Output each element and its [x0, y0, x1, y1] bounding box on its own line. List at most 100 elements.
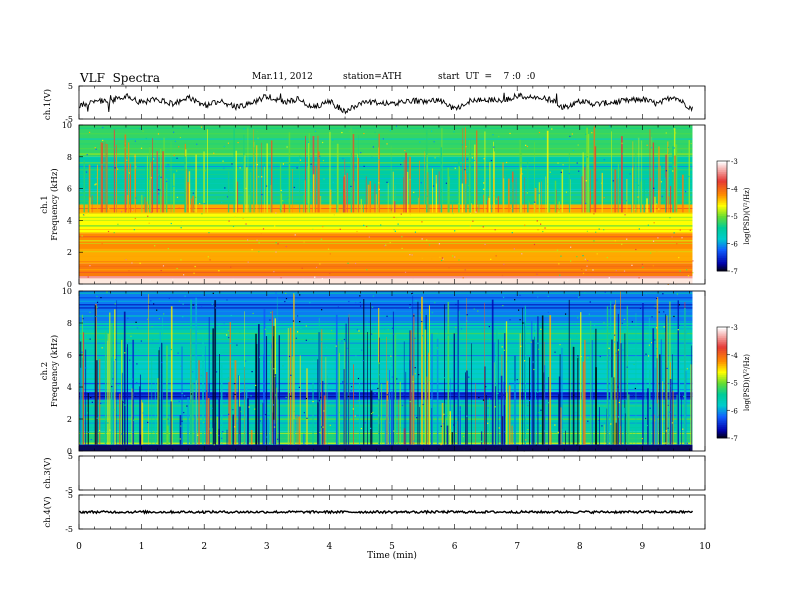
ch4-y-axis-label: ch.4(V): [42, 496, 53, 527]
ch1-speckle: [684, 191, 687, 193]
ch1-speckle: [382, 138, 384, 140]
ch1-colorbar-step: [717, 192, 727, 195]
ch2-colorbar-step: [717, 430, 727, 433]
ch2-speckle: [655, 297, 658, 300]
ch2-speckle: [375, 349, 377, 351]
ch2-speckle: [481, 330, 484, 332]
ch2-speckle: [547, 402, 549, 404]
ch2-speckle: [127, 317, 129, 319]
ch2-colorbar-step: [717, 347, 727, 350]
ch2-speckle: [577, 317, 579, 319]
ch2-speckle: [371, 333, 373, 335]
ch2-speckle: [624, 329, 626, 331]
ch2-colorbar-step: [717, 419, 727, 422]
ch2-speckle: [264, 328, 267, 330]
ch2-speckle: [197, 330, 199, 333]
ch2-speckle: [81, 351, 83, 353]
ch1-speckle: [342, 157, 344, 160]
ch2-speckle: [666, 367, 668, 370]
ch2-speckle: [578, 296, 580, 298]
ch2-speckle: [305, 325, 307, 327]
ch1-speckle: [495, 255, 497, 257]
ch1-speckle: [265, 185, 268, 187]
ch1-speckle: [660, 181, 663, 183]
ch1-speckle: [178, 207, 180, 209]
ch1-speckle: [386, 181, 388, 183]
ch2-colorbar-step: [717, 332, 727, 335]
ch1-speckle: [409, 178, 411, 181]
ch1-speckle: [135, 166, 137, 168]
ch2-speckle: [248, 406, 250, 408]
ch2-speckle: [359, 305, 362, 307]
ch1-speckle: [585, 180, 587, 182]
ch1-speckle: [273, 271, 275, 273]
ch1-speckle: [87, 276, 89, 278]
ch2-speckle: [501, 346, 503, 348]
ch1-waveform-line: [78, 92, 693, 115]
ch1-speckle: [537, 229, 539, 231]
ch1-speckle: [193, 272, 195, 274]
ch2-speckle: [270, 312, 272, 314]
ch1-speckle: [281, 210, 283, 212]
ch1-speckle: [521, 164, 524, 166]
ch1-speckle: [608, 277, 610, 279]
ch1-speckle: [114, 167, 116, 169]
ch2-speckle: [519, 319, 521, 321]
ch2-speckle: [226, 389, 228, 391]
ch1-speckle: [295, 206, 297, 208]
ch1-speckle: [275, 212, 277, 214]
ch1-speckle: [538, 192, 540, 194]
ch2-speckle: [577, 356, 579, 358]
ch2-colorbar-step: [717, 351, 727, 354]
ch1-speckle: [314, 130, 317, 132]
ch2-speckle: [560, 323, 562, 325]
ch1-speckle: [472, 220, 474, 222]
ch2-speckle: [154, 427, 156, 429]
ch2-colorbar-step: [717, 334, 727, 337]
ch1-speckle: [667, 146, 670, 148]
ch2-speckle: [203, 421, 205, 423]
ch1-speckle: [603, 197, 605, 199]
ch2-speckle: [430, 398, 432, 401]
ch1-speckle: [475, 211, 477, 213]
ch1-speckle: [570, 260, 572, 262]
ch2-speckle: [218, 434, 220, 437]
ch1-speckle: [128, 270, 130, 272]
ch1-speckle: [401, 236, 403, 238]
ch2-speckle: [388, 386, 391, 388]
ch1-speckle: [672, 170, 674, 172]
ch1-spectrogram: [79, 125, 694, 285]
ch1-speckle: [149, 145, 151, 147]
ch2-speckle: [288, 391, 291, 393]
ch2-speckle: [459, 409, 461, 411]
ch1-speckle: [400, 213, 402, 215]
ch1-speckle: [207, 256, 209, 258]
ch2-speckle: [338, 411, 340, 414]
ch2-colorbar-step: [717, 410, 727, 413]
ch1-speckle: [421, 221, 423, 223]
ch2-speckle: [90, 438, 92, 441]
ch1-speckle: [368, 236, 370, 238]
ch1-speckle: [679, 270, 681, 272]
ch2-speckle: [251, 371, 253, 373]
ch2-speckle: [200, 374, 202, 377]
ch1-band: [79, 214, 693, 234]
x-tick-label: 0: [76, 542, 82, 552]
ch2-speckle: [270, 361, 273, 363]
ch2-colorbar-label: log(PSD)(V²/Hz): [743, 354, 751, 411]
ch2-speckle: [557, 431, 559, 433]
ch2-speckle: [645, 293, 647, 295]
ch1-speckle: [473, 159, 475, 162]
ch2-speckle: [436, 347, 439, 349]
ch1-speckle: [256, 130, 258, 133]
ch1-speckle: [510, 207, 513, 209]
ch1-colorbar-tick-label: -4: [731, 186, 738, 194]
ch1-speckle: [593, 240, 595, 242]
ch2-speckle: [673, 368, 675, 371]
ch2-speckle: [359, 295, 361, 297]
ch2-speckle: [124, 352, 126, 354]
ch1-colorbar-step: [717, 179, 727, 182]
ch2-speckle: [112, 378, 114, 380]
ch1-speckle: [247, 261, 249, 263]
